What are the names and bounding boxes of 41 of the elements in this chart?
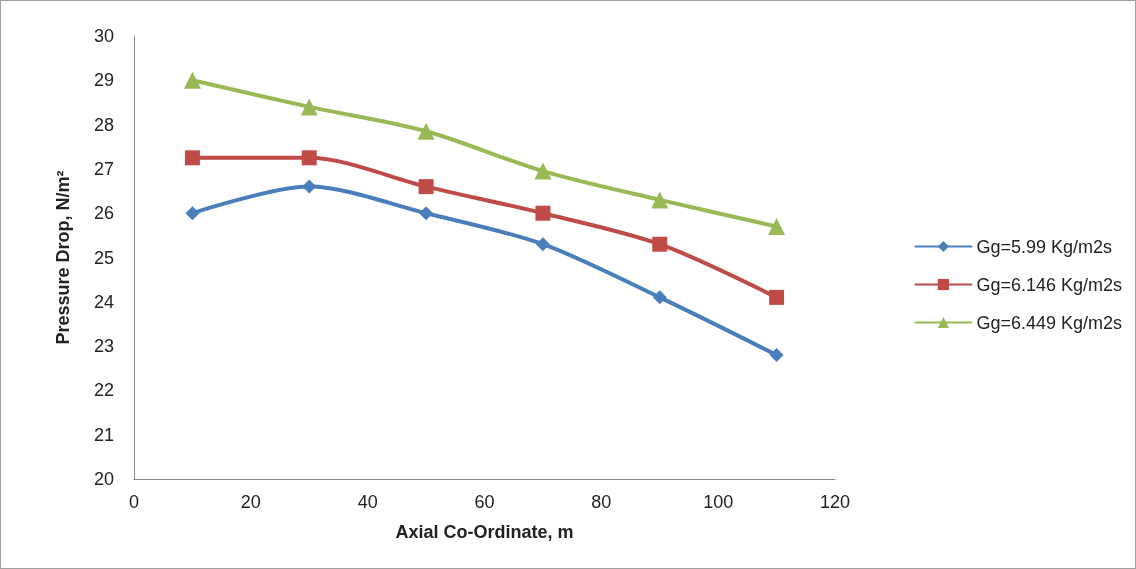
y-tick-label: 22 <box>93 380 114 401</box>
y-tick-label: 26 <box>93 203 114 224</box>
x-tick-label: 80 <box>591 492 612 512</box>
x-tick-label: 120 <box>819 492 851 512</box>
point <box>768 217 786 235</box>
y-tick-label: 30 <box>93 26 114 46</box>
point <box>302 179 317 194</box>
point <box>651 191 669 209</box>
legend-label: Gg=6.449 Kg/m2s <box>976 312 1122 333</box>
point <box>769 347 784 362</box>
point <box>184 150 200 166</box>
point <box>535 205 551 221</box>
x-tick-label: 60 <box>474 492 495 512</box>
point <box>419 206 434 221</box>
y-axis-title: Pressure Drop, N/m² <box>53 170 73 345</box>
point <box>535 237 550 252</box>
x-tick-label: 40 <box>357 492 378 512</box>
x-tick-label: 20 <box>240 492 261 512</box>
point <box>652 290 667 305</box>
y-tick-label: 23 <box>93 336 114 357</box>
y-tick-label: 29 <box>93 70 114 91</box>
legend-label: Gg=5.99 Kg/m2s <box>976 236 1112 257</box>
point <box>769 289 785 305</box>
y-tick-label: 28 <box>93 114 114 135</box>
x-axis-title: Axial Co-Ordinate, m <box>395 522 574 542</box>
legend-label: Gg=6.146 Kg/m2s <box>976 274 1122 295</box>
y-tick-label: 27 <box>93 158 114 179</box>
point <box>652 236 668 252</box>
point <box>183 71 201 89</box>
x-tick-label: 100 <box>703 492 734 512</box>
point <box>300 98 318 116</box>
point <box>301 150 317 166</box>
x-tick-label: 0 <box>128 492 140 512</box>
point <box>534 162 552 180</box>
point <box>185 206 200 221</box>
y-tick-label: 21 <box>93 424 114 445</box>
y-tick-label: 24 <box>93 291 114 312</box>
y-tick-label: 25 <box>93 247 114 268</box>
y-tick-label: 20 <box>93 469 114 489</box>
point <box>417 122 435 140</box>
point <box>418 179 434 195</box>
